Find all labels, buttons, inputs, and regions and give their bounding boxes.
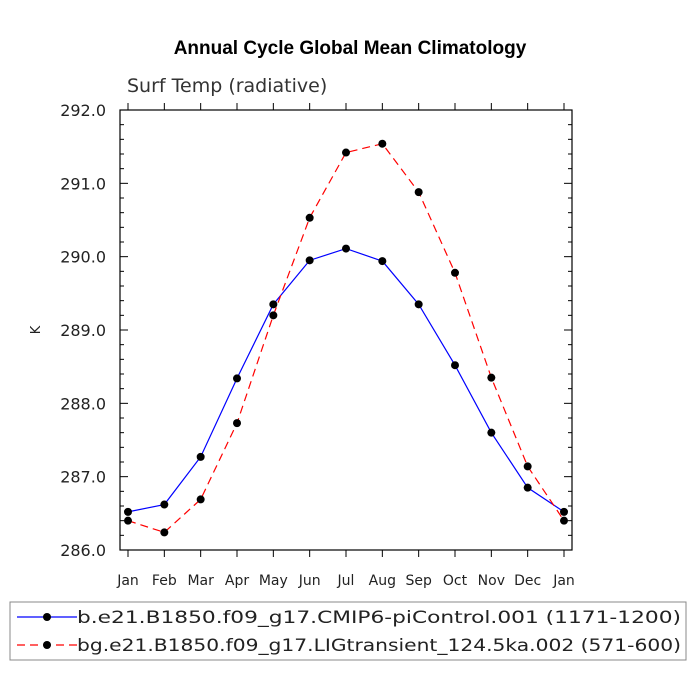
series-1-point bbox=[523, 483, 532, 492]
series-1-point bbox=[233, 374, 241, 383]
y-tick-label: 287.0 bbox=[60, 468, 106, 487]
x-tick-label: Jan bbox=[552, 573, 575, 589]
legend-label-2: bg.e21.B1850.f09_g17.LIGtransient_124.5k… bbox=[77, 636, 681, 656]
x-tick-label: Nov bbox=[478, 573, 505, 589]
series-line-2 bbox=[127, 143, 565, 534]
chart-title: Annual Cycle Global Mean Climatology bbox=[174, 38, 527, 59]
x-tick-label: Jul bbox=[337, 573, 355, 589]
series-2-point bbox=[414, 188, 423, 197]
series-1-point bbox=[160, 500, 169, 509]
series-1-point bbox=[342, 244, 350, 253]
plot-frame bbox=[119, 109, 573, 551]
x-tick-label: Mar bbox=[187, 573, 214, 589]
series-1-point bbox=[269, 300, 278, 309]
legend-label-1: b.e21.B1850.f09_g17.CMIP6-piControl.001 … bbox=[77, 608, 681, 628]
y-tick-label: 290.0 bbox=[60, 248, 106, 267]
series-1-point bbox=[196, 452, 205, 461]
series-2-point bbox=[560, 516, 568, 525]
legend-marker-2 bbox=[43, 641, 51, 649]
series-1-point bbox=[560, 507, 568, 516]
series-2-point bbox=[305, 213, 314, 222]
series-2-point bbox=[269, 311, 278, 320]
series-1-point bbox=[305, 256, 314, 265]
series-2-point bbox=[523, 462, 532, 471]
series-2-point bbox=[233, 419, 241, 428]
series-1-point bbox=[487, 428, 496, 437]
series-1-point bbox=[414, 300, 423, 309]
y-axis-label: K bbox=[29, 325, 44, 334]
x-tick-label: Jan bbox=[116, 573, 139, 589]
x-tick-label: Dec bbox=[514, 573, 541, 589]
series-1-point bbox=[124, 507, 132, 516]
series-2-point bbox=[342, 148, 350, 157]
series-1-point bbox=[378, 257, 387, 266]
x-tick-label: Aug bbox=[369, 573, 396, 589]
legend-box bbox=[9, 601, 687, 661]
legend-marker-1 bbox=[43, 613, 51, 621]
y-axis: 286.0 287.0 288.0 289.0 290.0 291.0 292.0 bbox=[60, 101, 572, 560]
series-2-point bbox=[196, 495, 205, 504]
x-tick-label: Jun bbox=[298, 573, 321, 589]
x-axis: Jan Feb Mar Apr May Jun Jul Aug Sep Oct Nov Dec Jan bbox=[116, 103, 575, 589]
x-tick-label: Feb bbox=[152, 573, 177, 589]
series-line-1 bbox=[127, 247, 565, 513]
series-2-point bbox=[451, 268, 459, 277]
series-1-point bbox=[451, 361, 459, 370]
y-tick-label: 291.0 bbox=[60, 174, 106, 193]
x-tick-label: Oct bbox=[443, 573, 468, 589]
series-2-point bbox=[378, 139, 387, 148]
chart-subtitle: Surf Temp (radiative) bbox=[127, 75, 327, 97]
legend: b.e21.B1850.f09_g17.CMIP6-piControl.001 … bbox=[9, 601, 687, 661]
x-tick-label: Sep bbox=[405, 573, 432, 589]
series-2-point bbox=[487, 373, 496, 382]
x-tick-label: May bbox=[259, 573, 288, 589]
y-tick-label: 288.0 bbox=[60, 394, 106, 413]
x-tick-label: Apr bbox=[225, 573, 249, 589]
y-tick-label: 292.0 bbox=[60, 101, 106, 120]
y-tick-label: 286.0 bbox=[60, 541, 106, 560]
series-layer bbox=[124, 139, 568, 537]
series-2-point bbox=[124, 516, 132, 525]
y-tick-label: 289.0 bbox=[60, 321, 106, 340]
series-2-point bbox=[160, 528, 169, 537]
